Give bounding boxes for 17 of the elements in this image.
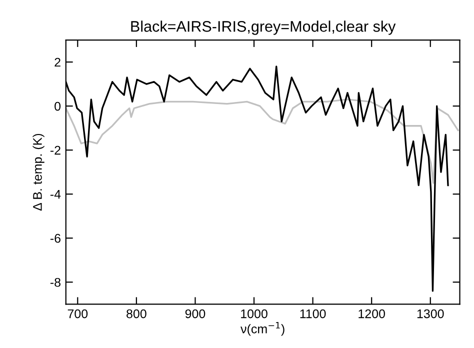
x-tick-label: 900 bbox=[185, 309, 206, 318]
x-axis-title: ν(cm$^{−1}$) bbox=[240, 322, 284, 336]
line-series bbox=[66, 98, 459, 184]
y-tick-label: 0 bbox=[54, 102, 61, 111]
chart-title: Black=AIRS-IRIS,grey=Model,clear sky bbox=[131, 20, 396, 35]
y-tick-label: -4 bbox=[50, 190, 61, 199]
x-tick-label: 700 bbox=[68, 309, 88, 318]
x-tick-label: 800 bbox=[126, 309, 146, 318]
y-tick-label: -8 bbox=[50, 278, 60, 287]
x-tick-label: 1000 bbox=[241, 309, 268, 318]
y-axis-title: Δ B. temp. (K) bbox=[32, 134, 44, 211]
x-tick-label: 1200 bbox=[358, 309, 386, 318]
x-tick-label: 1300 bbox=[417, 309, 444, 318]
x-tick-label: 1100 bbox=[300, 309, 326, 318]
y-tick-label: -6 bbox=[50, 234, 60, 243]
y-tick-label: -2 bbox=[50, 146, 60, 155]
y-tick-label: 2 bbox=[54, 58, 60, 67]
